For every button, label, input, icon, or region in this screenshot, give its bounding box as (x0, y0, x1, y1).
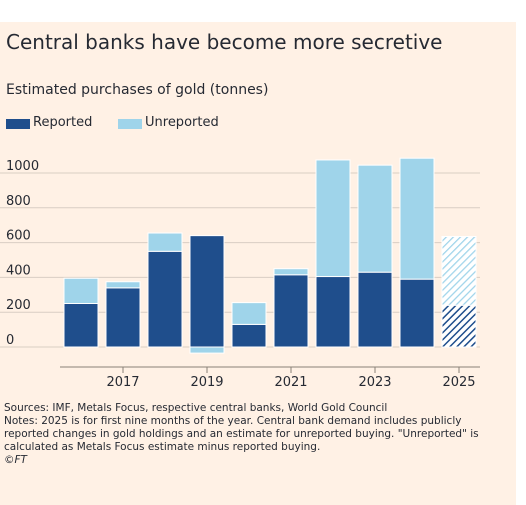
bar-reported-2021 (273, 274, 309, 348)
footnotes: Sources: IMF, Metals Focus, respective c… (4, 402, 509, 467)
bar-layer (63, 157, 477, 354)
bar-unreported-2023 (357, 164, 393, 273)
x-tick-label-2017: 2017 (106, 375, 139, 390)
chart-title: Central banks have become more secretive (6, 30, 443, 54)
bar-unreported-2025 (441, 236, 477, 306)
bar-reported-2023 (357, 271, 393, 348)
x-tick-label-2025: 2025 (442, 375, 475, 390)
x-tick-label-2023: 2023 (358, 375, 391, 390)
bar-reported-2017 (105, 287, 141, 348)
bar-unreported-2021 (273, 268, 309, 276)
bar-unreported-2020 (231, 302, 267, 325)
bar-unreported-2016 (63, 277, 99, 305)
bar-unreported-2017 (105, 281, 141, 289)
bar-reported-2020 (231, 323, 267, 348)
bar-reported-2016 (63, 303, 99, 348)
bar-reported-2019 (189, 235, 225, 348)
sources-text: Sources: IMF, Metals Focus, respective c… (4, 402, 388, 414)
y-tick-label-800: 800 (6, 194, 31, 209)
bar-reported-2025 (441, 304, 477, 348)
bar-reported-2022 (315, 276, 351, 348)
y-tick-label-1000: 1000 (6, 159, 39, 174)
stacked-bar-chart: 0 200 400 600 800 1000 2017 2019 2021 2023 2025 (0, 157, 480, 390)
bar-unreported-2019 (189, 346, 225, 354)
legend-label-reported: Reported (33, 115, 93, 130)
bar-unreported-2018 (147, 232, 183, 252)
y-tick-label-0: 0 (6, 333, 14, 348)
axis-layer: 0 200 400 600 800 1000 2017 2019 2021 2023 2025 (6, 159, 480, 390)
bar-unreported-2022 (315, 159, 351, 278)
bar-reported-2018 (147, 250, 183, 348)
legend-swatch-unreported (118, 119, 142, 129)
y-tick-label-200: 200 (6, 298, 31, 313)
x-tick-label-2019: 2019 (190, 375, 223, 390)
chart-subtitle: Estimated purchases of gold (tonnes) (6, 82, 269, 98)
notes-text: Notes: 2025 is for first nine months of … (4, 415, 482, 453)
x-tick-label-2021: 2021 (274, 375, 307, 390)
legend-swatch-reported (6, 119, 30, 129)
y-tick-label-400: 400 (6, 263, 31, 278)
y-tick-label-600: 600 (6, 229, 31, 244)
legend-label-unreported: Unreported (145, 115, 219, 130)
bar-unreported-2024 (399, 157, 435, 280)
bar-reported-2024 (399, 278, 435, 348)
ft-credit: ©FT (4, 454, 27, 466)
